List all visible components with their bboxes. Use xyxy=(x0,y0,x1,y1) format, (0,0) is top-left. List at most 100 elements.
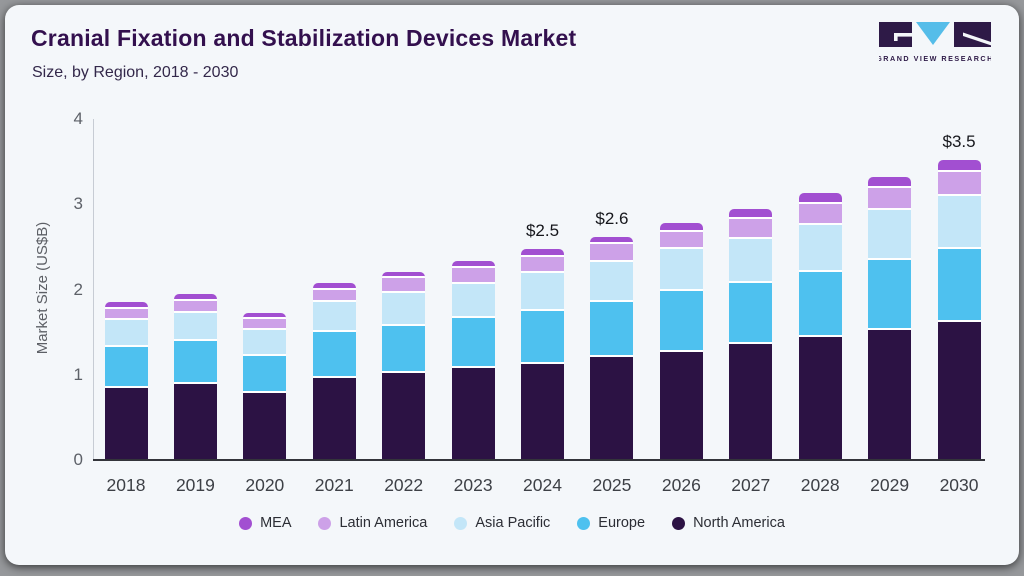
bar-segment-north-america xyxy=(729,344,773,460)
bar-segment-north-america xyxy=(937,321,981,460)
bar-2029 xyxy=(868,176,912,460)
x-tick-label: 2025 xyxy=(592,475,632,495)
bar-segment-latin-america xyxy=(659,231,703,250)
bar-segment-mea xyxy=(382,271,426,279)
bar-segment-latin-america xyxy=(729,218,773,240)
legend-item-latin-america: Latin America xyxy=(318,515,427,531)
bar-2018 xyxy=(104,302,148,460)
bar-segment-asia-pacific xyxy=(798,224,842,272)
bar-segment-mea xyxy=(173,293,217,302)
bar-segment-mea xyxy=(937,159,981,172)
bar-2028 xyxy=(798,193,842,460)
bar-segment-latin-america xyxy=(868,188,912,211)
bar-segment-north-america xyxy=(382,373,426,460)
bar-2024 xyxy=(521,249,565,460)
legend-label: MEA xyxy=(260,515,292,531)
x-tick-label: 2019 xyxy=(175,475,215,495)
bar-segment-north-america xyxy=(521,363,565,460)
bar-2025 xyxy=(590,236,634,460)
bar-segment-europe xyxy=(729,282,773,345)
x-tick-label: 2020 xyxy=(245,475,285,495)
legend-swatch-icon xyxy=(239,516,253,530)
bar-segment-europe xyxy=(173,341,217,385)
legend-swatch-icon xyxy=(454,516,468,530)
bar-segment-north-america xyxy=(312,378,356,460)
legend-label: Asia Pacific xyxy=(475,515,551,531)
chart-legend: MEA Latin America Asia Pacific Europe North … xyxy=(5,515,1019,531)
bar-segment-europe xyxy=(937,248,981,322)
bar-segment-asia-pacific xyxy=(312,302,356,333)
bar-2022 xyxy=(382,271,426,460)
page-title: Cranial Fixation and Stabilization Devic… xyxy=(31,25,577,51)
x-tick-label: 2022 xyxy=(384,475,424,495)
bar-segment-europe xyxy=(312,332,356,379)
y-tick-label: 1 xyxy=(73,364,83,384)
x-tick-label: 2030 xyxy=(939,475,979,495)
y-tick-label: 2 xyxy=(73,279,83,299)
bar-segment-latin-america xyxy=(937,171,981,196)
legend-label: North America xyxy=(693,515,785,531)
x-tick-label: 2024 xyxy=(523,475,562,495)
bar-segment-latin-america xyxy=(312,289,356,303)
bar-segment-europe xyxy=(104,347,148,389)
bar-segment-north-america xyxy=(451,367,495,460)
bar-segment-europe xyxy=(382,326,426,374)
x-tick-label: 2028 xyxy=(800,475,840,495)
report-card: Cranial Fixation and Stabilization Devic… xyxy=(5,5,1019,565)
bar-segment-mea xyxy=(868,176,912,189)
legend-item-europe: Europe xyxy=(577,515,645,531)
bar-segment-mea xyxy=(243,312,287,320)
x-tick-label: 2029 xyxy=(870,475,910,495)
legend-item-north-america: North America xyxy=(672,515,785,531)
y-axis-line xyxy=(93,119,94,460)
bar-value-label: $3.5 xyxy=(942,131,976,151)
x-tick-label: 2027 xyxy=(731,475,771,495)
bar-2027 xyxy=(729,208,773,460)
bar-segment-north-america xyxy=(104,388,148,460)
bar-segment-mea xyxy=(521,249,565,258)
bar-value-label: $2.6 xyxy=(595,208,629,228)
legend-label: Europe xyxy=(598,515,646,531)
bar-segment-north-america xyxy=(798,337,842,460)
gvr-logo: GRAND VIEW RESEARCH xyxy=(879,22,991,63)
bar-segment-mea xyxy=(451,260,495,269)
bar-segment-mea xyxy=(312,282,356,290)
bar-segment-asia-pacific xyxy=(521,273,565,311)
bar-segment-asia-pacific xyxy=(590,262,634,303)
bar-segment-mea xyxy=(590,236,634,245)
bar-segment-latin-america xyxy=(243,319,287,331)
legend-swatch-icon xyxy=(577,516,591,530)
legend-label: Latin America xyxy=(339,515,428,531)
legend-item-asia-pacific: Asia Pacific xyxy=(454,515,550,531)
y-tick-label: 0 xyxy=(73,450,83,469)
bar-segment-north-america xyxy=(659,351,703,460)
bar-segment-north-america xyxy=(243,393,287,460)
bar-segment-asia-pacific xyxy=(659,249,703,292)
bar-segment-mea xyxy=(659,223,703,232)
bar-segment-north-america xyxy=(590,356,634,460)
bar-value-label: $2.5 xyxy=(525,221,560,241)
bar-2019 xyxy=(173,293,217,460)
gvr-logo-mark xyxy=(879,22,991,47)
bar-2023 xyxy=(451,260,495,460)
chart-plot-area: $2.5 $2.6 $3.5 xyxy=(5,119,1019,460)
bar-segment-asia-pacific xyxy=(382,292,426,327)
bar-segment-latin-america xyxy=(521,257,565,274)
bar-segment-europe xyxy=(451,318,495,368)
x-tick-label: 2021 xyxy=(314,475,354,495)
x-axis-line xyxy=(93,459,985,461)
bar-segment-latin-america xyxy=(451,268,495,284)
bar-segment-latin-america xyxy=(173,301,217,314)
logo-caption: GRAND VIEW RESEARCH xyxy=(879,54,991,63)
bar-segment-asia-pacific xyxy=(451,283,495,319)
bar-2026 xyxy=(659,223,703,460)
bar-segment-asia-pacific xyxy=(729,239,773,283)
x-tick-label: 2018 xyxy=(106,475,146,495)
bar-segment-asia-pacific xyxy=(868,210,912,260)
x-tick-label: 2023 xyxy=(453,475,493,495)
bar-segment-europe xyxy=(243,355,287,394)
bar-segment-europe xyxy=(590,302,634,357)
bar-segment-north-america xyxy=(173,384,217,460)
bar-segment-asia-pacific xyxy=(937,195,981,249)
bar-2030 xyxy=(937,159,981,460)
